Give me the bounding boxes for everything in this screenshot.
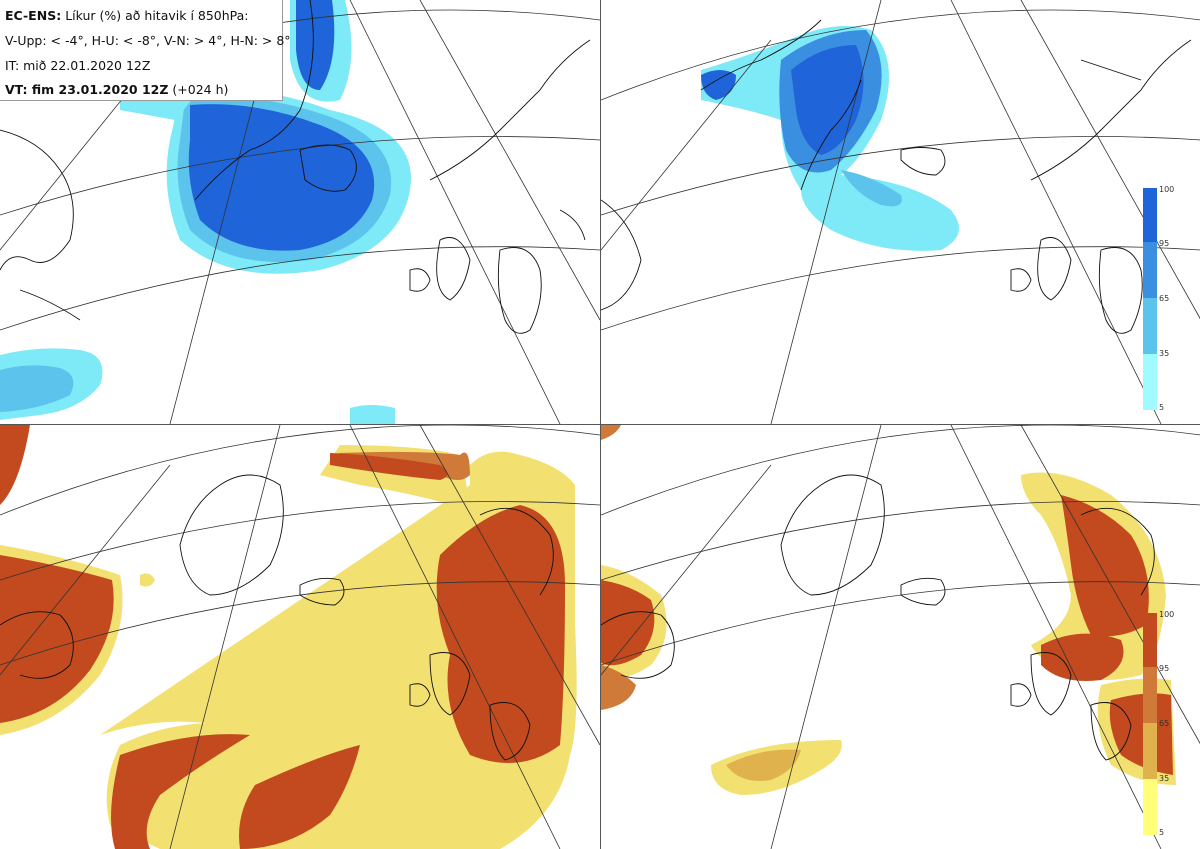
info-box: EC-ENS: Líkur (%) að hitavik í 850hPa: V… [0,0,291,101]
legend-tick: 5 [1159,403,1165,412]
legend-tick: 95 [1159,239,1170,248]
map-panel-lower-left [0,424,600,849]
graticule [601,0,1200,424]
legend-tick: 100 [1159,185,1175,194]
probability-field [701,26,959,251]
graticule [601,425,1200,849]
graticule [0,425,600,849]
info-title-line: EC-ENS: Líkur (%) að hitavik í 850hPa: [5,8,249,23]
legend-band [1143,242,1157,298]
lead-time: (+024 h) [172,82,229,97]
legend-band-bottom [1143,779,1157,835]
legend-tick: 5 [1159,828,1165,837]
coastlines [0,474,554,761]
legend-band [1143,723,1157,779]
map-panel-upper-left: EC-ENS: Líkur (%) að hitavik í 850hPa: V… [0,0,600,424]
legend-tick: 35 [1159,774,1170,783]
legend-band-top [1143,188,1157,242]
legend-tick: 35 [1159,349,1170,358]
legend-cold: 100 95 65 35 5 [1143,185,1187,412]
legend-band-top [1143,613,1157,667]
map-upper-right [601,0,1200,424]
coastlines [0,0,591,334]
map-panel-upper-right: 100 95 65 35 5 [600,0,1200,424]
map-lower-right [601,425,1200,849]
threshold-line: V-Upp: < -4°, H-U: < -8°, V-N: > 4°, H-N… [5,33,291,48]
map-lower-left [0,425,600,849]
map-panel-lower-right: 100 95 65 35 5 [600,424,1200,849]
legend-band [1143,667,1157,723]
valid-time: VT: fim 23.01.2020 12Z [5,82,169,97]
product-title: Líkur (%) að hitavik í 850hPa: [65,8,249,23]
probability-field [0,425,577,849]
legend-tick: 65 [1159,719,1170,728]
legend-warm: 100 95 65 35 5 [1143,610,1187,837]
map-upper-left [0,0,600,424]
legend-tick: 95 [1159,664,1170,673]
legend-band [1143,298,1157,354]
probability-field [0,0,411,424]
legend-tick: 65 [1159,294,1170,303]
coastlines [601,474,1155,761]
legend-tick: 100 [1159,610,1175,619]
valid-time-line: VT: fim 23.01.2020 12Z (+024 h) [5,82,228,97]
model-name: EC-ENS: [5,8,62,23]
coastlines [601,19,1192,334]
init-time: IT: mið 22.01.2020 12Z [5,58,151,73]
probability-field [601,425,1176,795]
legend-band-bottom [1143,354,1157,410]
